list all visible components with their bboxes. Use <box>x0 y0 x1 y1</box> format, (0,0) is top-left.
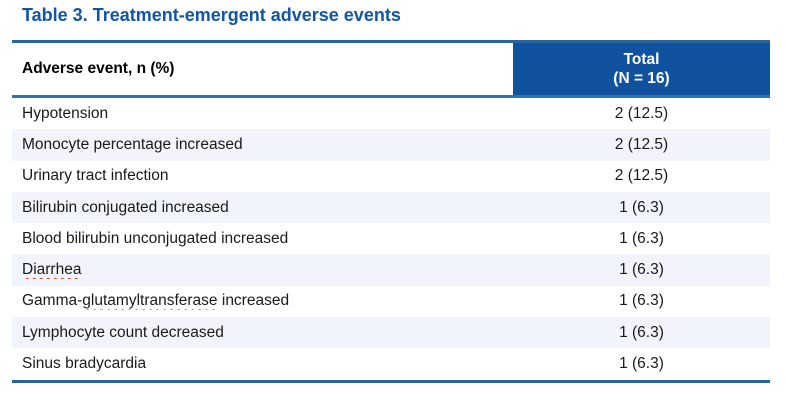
total-value-cell: 2 (12.5) <box>614 104 669 122</box>
table-row: Sinus bradycardia 1 (6.3) <box>12 348 770 380</box>
adverse-event-cell: Bilirubin conjugated increased <box>12 199 513 217</box>
adverse-event-cell: Hypotension <box>12 105 513 123</box>
event-text: Blood bilirubin unconjugated increased <box>22 229 289 247</box>
table-row: Urinary tract infection 2 (12.5) <box>12 160 770 192</box>
total-value-cell: 1 (6.3) <box>619 198 664 216</box>
table-row: Hypotension 2 (12.5) <box>12 98 770 130</box>
table-row: Gamma-glutamyltransferase increased 1 (6… <box>12 285 770 318</box>
adverse-event-cell: Diarrhea <box>12 261 513 279</box>
table-row: Diarrhea 1 (6.3) <box>12 254 770 286</box>
event-text: Bilirubin conjugated increased <box>22 198 229 216</box>
table-top-rule <box>12 40 770 43</box>
event-text: Lymphocyte count decreased <box>22 323 224 341</box>
total-value-cell: 1 (6.3) <box>619 323 664 341</box>
event-text: Gamma- <box>22 292 83 310</box>
adverse-event-cell: Monocyte percentage increased <box>12 136 513 154</box>
table-row: Blood bilirubin unconjugated increased 1… <box>12 223 770 255</box>
table-header-row: Adverse event, n (%) Total (N = 16) <box>12 43 770 95</box>
table-row: Monocyte percentage increased 2 (12.5) <box>12 129 770 161</box>
column-header-adverse-event: Adverse event, n (%) <box>12 43 513 95</box>
adverse-event-cell: Lymphocyte count decreased <box>12 324 513 342</box>
column-header-total: Total (N = 16) <box>513 43 770 95</box>
total-value-cell: 1 (6.3) <box>619 229 664 247</box>
adverse-events-table: Adverse event, n (%) Total (N = 16) Hypo… <box>12 40 770 383</box>
table-row: Lymphocyte count decreased 1 (6.3) <box>12 317 770 349</box>
table-title: Table 3. Treatment-emergent adverse even… <box>22 5 401 25</box>
adverse-event-cell: Urinary tract infection <box>12 167 513 185</box>
event-text: Hypotension <box>22 104 109 122</box>
total-value-cell: 1 (6.3) <box>619 261 664 279</box>
adverse-event-cell: Blood bilirubin unconjugated increased <box>12 230 513 248</box>
total-header-line2: (N = 16) <box>613 70 670 87</box>
table-row: Bilirubin conjugated increased 1 (6.3) <box>12 191 770 224</box>
table-bottom-rule <box>12 379 770 383</box>
total-value-cell: 2 (12.5) <box>614 135 669 153</box>
header-underline-rule <box>12 95 770 98</box>
table-body: Hypotension 2 (12.5) Monocyte percentage… <box>12 98 770 380</box>
event-text: Urinary tract infection <box>22 167 169 185</box>
adverse-event-cell: Sinus bradycardia <box>12 355 513 373</box>
event-text: Sinus bradycardia <box>22 355 147 373</box>
misspelled-text: glutamyltransferase <box>82 292 218 310</box>
total-value-cell: 2 (12.5) <box>614 167 669 185</box>
event-text: increased <box>217 292 290 310</box>
misspelled-text: Diarrhea <box>22 261 82 279</box>
total-value-cell: 1 (6.3) <box>619 292 664 310</box>
adverse-event-cell: Gamma-glutamyltransferase increased <box>12 292 513 310</box>
total-header-line1: Total <box>623 51 660 68</box>
event-text: Monocyte percentage increased <box>22 135 243 153</box>
total-value-cell: 1 (6.3) <box>619 355 664 373</box>
